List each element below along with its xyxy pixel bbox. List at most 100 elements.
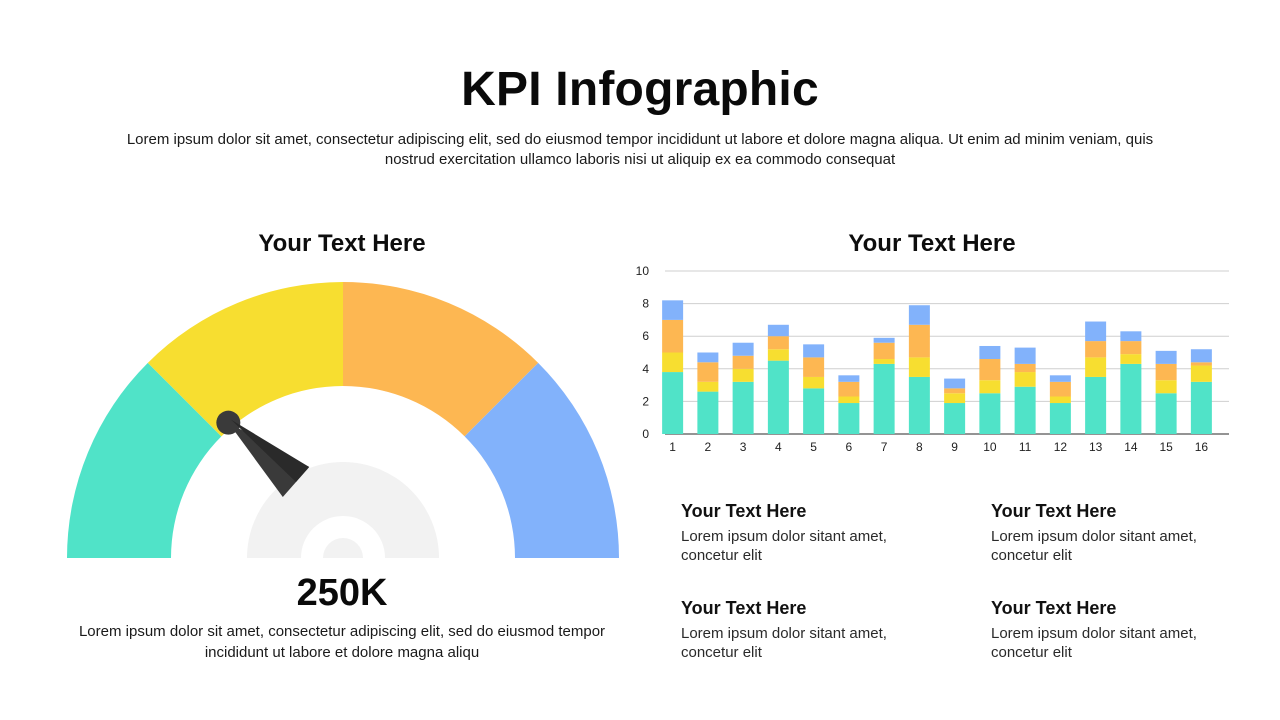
bar-segment [838, 381, 860, 397]
y-tick-label: 4 [642, 362, 649, 376]
bar-segment [662, 300, 684, 320]
x-tick-label: 11 [1019, 440, 1032, 454]
bar-segment [1085, 376, 1107, 434]
info-card-title: Your Text Here [681, 501, 807, 521]
info-card-title: Your Text Here [991, 598, 1117, 618]
bar-segment [1014, 347, 1036, 364]
bar-segment [979, 393, 1001, 434]
x-tick-label: 16 [1195, 440, 1209, 454]
bar-segment [873, 337, 895, 343]
x-tick-label: 6 [846, 440, 853, 454]
info-card-text: Lorem ipsum dolor sitant amet, concetur … [991, 625, 1197, 661]
bar-segment [1014, 386, 1036, 434]
y-tick-label: 0 [642, 427, 649, 441]
bar-segment [1049, 375, 1071, 382]
info-card: Your Text Here Lorem ipsum dolor sitant … [991, 596, 1251, 662]
bar-segment [1049, 403, 1071, 434]
bar-segment [697, 391, 719, 434]
x-tick-label: 4 [775, 440, 782, 454]
y-tick-label: 10 [636, 264, 650, 278]
x-tick-label: 12 [1054, 440, 1068, 454]
bar-segment [1085, 341, 1107, 358]
bar-segment [944, 378, 966, 389]
bar-segment [838, 403, 860, 434]
bar-segment [1190, 349, 1212, 363]
bar-segment [767, 336, 789, 350]
bar-segment [1120, 354, 1142, 364]
kpi-gauge [67, 282, 619, 558]
x-tick-label: 5 [810, 440, 817, 454]
bar-segment [838, 396, 860, 404]
bar-segment [1085, 321, 1107, 342]
bar-segment [944, 403, 966, 434]
bar-segment [944, 393, 966, 404]
bar-segment [838, 375, 860, 382]
bar-segment [873, 342, 895, 360]
bar-segment [944, 388, 966, 394]
gauge-description: Lorem ipsum dolor sit amet, consectetur … [78, 623, 606, 661]
bar-segment [732, 368, 754, 382]
gauge-segment-teal [67, 362, 222, 558]
bar-segment [697, 362, 719, 382]
x-tick-label: 13 [1089, 440, 1103, 454]
x-tick-label: 7 [881, 440, 888, 454]
bar-segment [1155, 380, 1177, 394]
bar-segment [1085, 357, 1107, 377]
bar-segment [662, 372, 684, 434]
bar-segment [908, 324, 930, 358]
x-tick-label: 10 [983, 440, 997, 454]
page-title: KPI Infographic [461, 63, 819, 116]
bar-segment [1120, 331, 1142, 342]
x-tick-label: 8 [916, 440, 923, 454]
info-card: Your Text Here Lorem ipsum dolor sitant … [681, 499, 941, 565]
bar-segment [697, 381, 719, 392]
bar-segment [979, 345, 1001, 360]
gauge-hub [247, 462, 439, 558]
bar-segment [1014, 372, 1036, 387]
bar-segment [803, 376, 825, 389]
bar-segment [803, 357, 825, 377]
bar-segment [908, 376, 930, 434]
y-tick-label: 6 [642, 329, 649, 343]
y-tick-label: 8 [642, 297, 649, 311]
intro-text: Lorem ipsum dolor sit amet, consectetur … [126, 131, 1154, 168]
bar-segment [1120, 363, 1142, 434]
bar-segment [803, 344, 825, 358]
gauge-hub-center [323, 538, 363, 558]
bar-segment [732, 342, 754, 356]
info-card-title: Your Text Here [991, 501, 1117, 521]
bar-segment [803, 388, 825, 434]
x-tick-label: 3 [740, 440, 747, 454]
x-tick-label: 9 [951, 440, 958, 454]
bar-segment [767, 324, 789, 337]
bar-segment [873, 363, 895, 434]
bar-segment [697, 352, 719, 363]
gauge-needle [216, 410, 310, 498]
bar-segment [767, 349, 789, 361]
gauge-segment-yellow [147, 282, 343, 437]
bar-segment [1049, 381, 1071, 397]
x-tick-label: 2 [705, 440, 712, 454]
bar-segment [908, 357, 930, 377]
bar-segment [1155, 350, 1177, 364]
bar-segment [1049, 396, 1071, 404]
bar-segment [1155, 393, 1177, 434]
bar-segment [662, 352, 684, 373]
gauge-heading: Your Text Here [258, 230, 426, 257]
x-tick-label: 14 [1124, 440, 1138, 454]
info-card-text: Lorem ipsum dolor sitant amet, concetur … [681, 528, 887, 564]
gauge-segment-blue [464, 362, 619, 558]
info-card: Your Text Here Lorem ipsum dolor sitant … [681, 596, 941, 662]
bar-segment [979, 359, 1001, 381]
bar-segment [873, 359, 895, 364]
bar-segment [908, 305, 930, 325]
bar-segment [1120, 341, 1142, 355]
info-card-text: Lorem ipsum dolor sitant amet, concetur … [681, 625, 887, 661]
bar-segment [1155, 363, 1177, 381]
info-card-text: Lorem ipsum dolor sitant amet, concetur … [991, 528, 1197, 564]
gauge-value: 250K [296, 572, 388, 614]
bar-segment [1190, 365, 1212, 382]
info-card: Your Text Here Lorem ipsum dolor sitant … [991, 499, 1251, 565]
x-tick-label: 15 [1159, 440, 1173, 454]
